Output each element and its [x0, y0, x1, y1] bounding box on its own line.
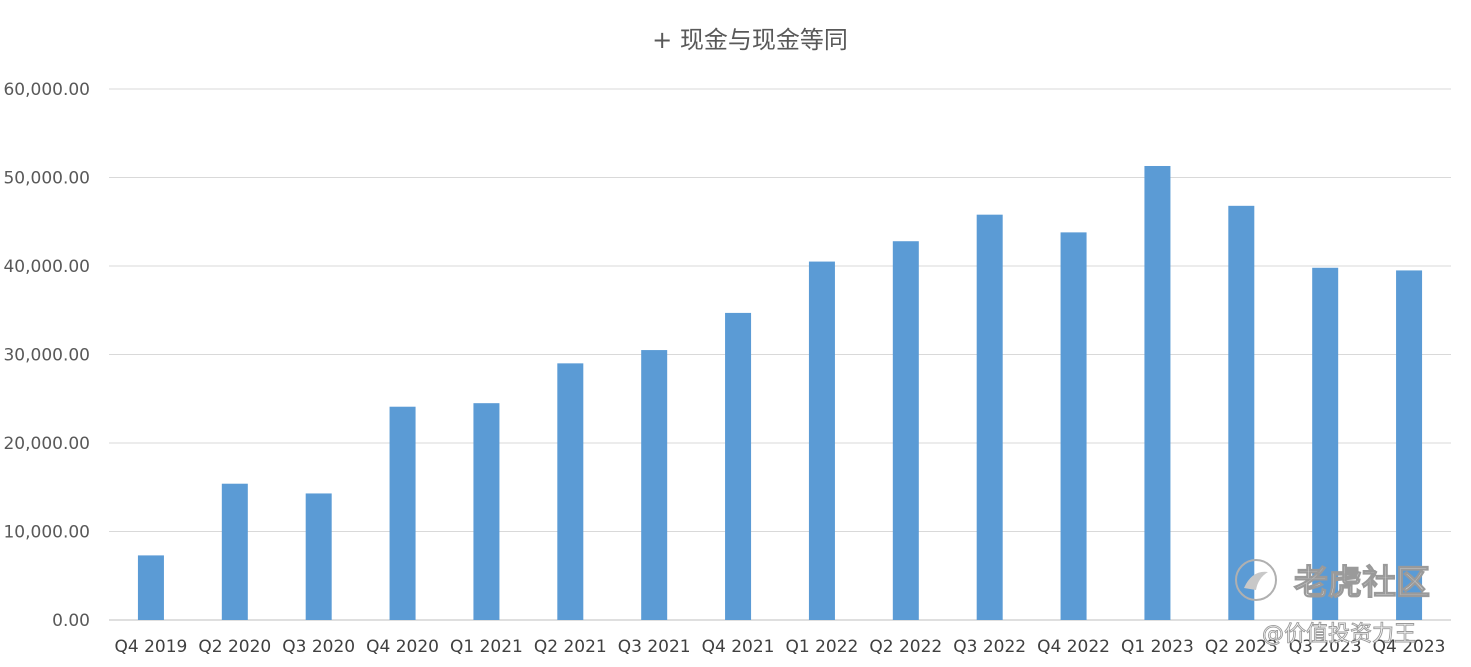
x-tick-label: Q4 2022 [1037, 637, 1110, 657]
bar-q1-2021 [473, 403, 500, 620]
bar-q2-2023 [1228, 205, 1255, 620]
x-tick-label: Q4 2019 [115, 637, 188, 657]
y-tick-label: 50,000.00 [3, 169, 90, 189]
x-tick-label: Q2 2023 [1205, 637, 1278, 657]
bar-q1-2023 [1144, 165, 1171, 620]
y-axis-ticks: 0.00 10,000.00 20,000.00 30,000.00 40,000.00… [3, 80, 90, 631]
bar-q3-2020 [305, 493, 332, 620]
x-tick-label: Q3 2023 [1289, 637, 1362, 657]
bar-q4-2022 [1060, 232, 1087, 620]
x-tick-label: Q2 2020 [198, 637, 271, 657]
x-tick-label: Q4 2020 [366, 637, 439, 657]
bar-q1-2022 [808, 261, 835, 620]
x-tick-label: Q2 2022 [869, 637, 942, 657]
x-tick-label: Q3 2020 [282, 637, 355, 657]
bar-q3-2021 [641, 350, 668, 620]
y-tick-label: 20,000.00 [3, 434, 90, 454]
x-tick-label: Q3 2022 [953, 637, 1026, 657]
bar-q4-2020 [389, 406, 416, 620]
bar-q2-2021 [557, 363, 584, 620]
y-tick-label: 60,000.00 [3, 80, 90, 100]
x-tick-label: Q3 2021 [618, 637, 691, 657]
bar-q3-2022 [976, 214, 1003, 621]
tiger-logo-icon [1235, 559, 1277, 601]
bar-q2-2022 [892, 241, 919, 620]
y-tick-label: 30,000.00 [3, 346, 90, 366]
bar-q2-2020 [221, 483, 248, 620]
watermark-brand: 老虎社区 [1294, 563, 1430, 603]
bar-q4-2021 [725, 312, 752, 620]
chart-title: + 现金与现金等同 [652, 26, 848, 54]
bar-q3-2023 [1312, 267, 1339, 620]
bars [137, 165, 1423, 621]
watermark-handle: @价值投资力王 [1262, 622, 1416, 647]
x-tick-label: Q1 2023 [1121, 637, 1194, 657]
bar-q4-2023 [1396, 270, 1423, 620]
y-tick-label: 0.00 [52, 611, 90, 631]
x-tick-label: Q2 2021 [534, 637, 607, 657]
x-tick-label: Q1 2022 [786, 637, 859, 657]
x-tick-label: Q4 2023 [1373, 637, 1446, 657]
y-tick-label: 40,000.00 [3, 257, 90, 277]
gridlines [109, 88, 1451, 621]
bar-q4-2019 [137, 555, 164, 620]
x-axis-ticks: Q4 2019 Q2 2020 Q3 2020 Q4 2020 Q1 2021 Q2 20… [115, 637, 1446, 657]
y-tick-label: 10,000.00 [3, 523, 90, 543]
watermark: 老虎社区 @价值投资力王 [1235, 559, 1431, 647]
x-tick-label: Q1 2021 [450, 637, 523, 657]
x-tick-label: Q4 2021 [702, 637, 775, 657]
